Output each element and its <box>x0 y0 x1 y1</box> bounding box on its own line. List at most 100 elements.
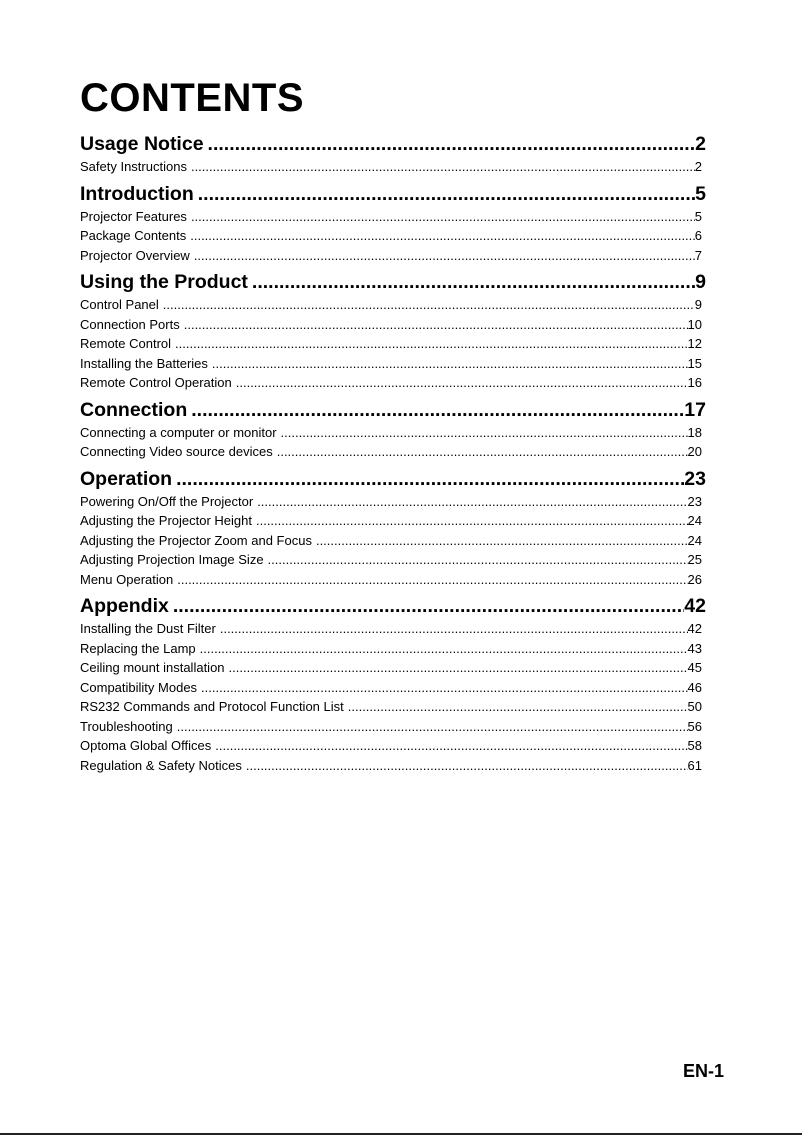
toc-entry-page: 56 <box>687 718 702 734</box>
dot-leader <box>242 756 688 776</box>
toc-entry-label: Safety Instructions <box>80 159 187 174</box>
toc-section[interactable]: Introduction 5 <box>80 181 706 207</box>
toc-entry[interactable]: Control Panel 9 <box>80 295 706 315</box>
toc-entry[interactable]: Adjusting Projection Image Size 25 <box>80 550 706 570</box>
dot-leader <box>264 550 688 570</box>
toc-entry[interactable]: Connection Ports 10 <box>80 315 706 335</box>
toc-entry-label: Installing the Dust Filter <box>80 621 216 636</box>
toc-entry-label: RS232 Commands and Protocol Function Lis… <box>80 699 344 714</box>
dot-leader <box>344 697 688 717</box>
dot-leader <box>173 717 688 737</box>
toc-entry-page: 2 <box>694 159 702 174</box>
toc-entry[interactable]: Installing the Dust Filter 42 <box>80 619 706 639</box>
toc-entry[interactable]: Ceiling mount installation 45 <box>80 658 706 678</box>
page-number: EN-1 <box>682 1061 724 1081</box>
toc-entry[interactable]: Projector Overview 7 <box>80 246 706 266</box>
toc-entry-label: Installing the Batteries <box>80 355 208 371</box>
toc-entry[interactable]: Remote Control Operation 16 <box>80 373 706 393</box>
toc-entry[interactable]: RS232 Commands and Protocol Function Lis… <box>80 697 706 717</box>
dot-leader <box>273 442 688 462</box>
dot-leader <box>187 397 684 423</box>
dot-leader <box>190 246 695 266</box>
toc-entry[interactable]: Troubleshooting 56 <box>80 717 706 737</box>
toc-entry[interactable]: Menu Operation 26 <box>80 570 706 590</box>
toc-entry-page: 9 <box>694 297 702 312</box>
toc-entry-label: Control Panel <box>80 297 159 312</box>
toc-section-page: 2 <box>695 133 706 155</box>
toc-entry[interactable]: Adjusting the Projector Height 24 <box>80 511 706 531</box>
toc-entry-page: 61 <box>687 757 702 773</box>
toc-entry-label: Remote Control <box>80 336 172 351</box>
dot-leader <box>187 157 695 177</box>
toc-entry-page: 12 <box>687 336 702 351</box>
toc-entry[interactable]: Optoma Global Offices 58 <box>80 736 706 756</box>
dot-leader <box>204 131 696 157</box>
toc-entry-label: Adjusting the Projector Height <box>80 513 252 528</box>
toc-entry-page: 18 <box>687 424 702 440</box>
dot-leader <box>253 492 687 512</box>
dot-leader <box>211 736 687 756</box>
toc-entry-page: 10 <box>687 316 702 332</box>
dot-leader <box>172 466 684 492</box>
toc-entry[interactable]: Connecting Video source devices 20 <box>80 442 706 462</box>
toc-entry-page: 6 <box>694 228 702 243</box>
toc-entry[interactable]: Package Contents 6 <box>80 226 706 246</box>
dot-leader <box>277 423 688 443</box>
toc-entry[interactable]: Replacing the Lamp 43 <box>80 639 706 659</box>
toc-section[interactable]: Using the Product 9 <box>80 269 706 295</box>
toc-entry[interactable]: Adjusting the Projector Zoom and Focus 24 <box>80 531 706 551</box>
dot-leader <box>216 619 688 639</box>
toc-entry-label: Powering On/Off the Projector <box>80 493 254 509</box>
table-of-contents: Usage Notice 2 Safety Instructions 2 Introdu… <box>80 131 706 775</box>
bottom-rule <box>0 1133 802 1135</box>
toc-entry-page: 16 <box>687 375 702 390</box>
toc-entry-label: Projector Overview <box>80 247 190 263</box>
dot-leader <box>196 639 688 659</box>
toc-section-page: 9 <box>695 271 706 293</box>
toc-entry[interactable]: Safety Instructions 2 <box>80 157 706 177</box>
dot-leader <box>208 354 688 374</box>
toc-section[interactable]: Operation 23 <box>80 466 706 492</box>
toc-section-label: Appendix <box>80 595 169 617</box>
toc-entry[interactable]: Projector Features 5 <box>80 207 706 227</box>
toc-entry-page: 45 <box>687 660 702 675</box>
dot-leader <box>159 295 695 315</box>
toc-entry-label: Compatibility Modes <box>80 679 198 695</box>
toc-entry[interactable]: Regulation & Safety Notices 61 <box>80 756 706 776</box>
toc-section-label: Usage Notice <box>80 133 204 155</box>
dot-leader <box>180 315 688 335</box>
toc-entry-page: 20 <box>687 444 702 459</box>
toc-entry[interactable]: Powering On/Off the Projector 23 <box>80 492 706 512</box>
toc-entry-page: 42 <box>687 621 702 636</box>
toc-entry-page: 7 <box>694 247 702 263</box>
toc-section[interactable]: Appendix 42 <box>80 593 706 619</box>
dot-leader <box>248 269 695 295</box>
toc-entry-label: Package Contents <box>80 228 187 243</box>
toc-section[interactable]: Usage Notice 2 <box>80 131 706 157</box>
toc-entry-label: Regulation & Safety Notices <box>80 757 242 773</box>
toc-entry-page: 24 <box>687 532 702 548</box>
toc-section[interactable]: Connection 17 <box>80 397 706 423</box>
toc-entry-page: 43 <box>687 640 702 656</box>
page-title: CONTENTS <box>80 76 304 120</box>
toc-entry-page: 46 <box>687 679 702 695</box>
dot-leader <box>312 531 688 551</box>
toc-entry-label: Menu Operation <box>80 571 174 587</box>
toc-entry-page: 50 <box>687 699 702 714</box>
toc-entry[interactable]: Remote Control 12 <box>80 334 706 354</box>
toc-entry-label: Connection Ports <box>80 316 180 332</box>
toc-entry-page: 25 <box>687 552 702 567</box>
toc-section-label: Operation <box>80 467 173 490</box>
toc-entry-label: Connecting a computer or monitor <box>80 424 277 440</box>
toc-section-page: 5 <box>695 182 706 205</box>
dot-leader <box>186 226 695 246</box>
toc-entry[interactable]: Compatibility Modes 46 <box>80 678 706 698</box>
toc-entry-page: 23 <box>687 493 702 509</box>
toc-entry[interactable]: Connecting a computer or monitor 18 <box>80 423 706 443</box>
dot-leader <box>169 593 684 619</box>
toc-entry-label: Ceiling mount installation <box>80 660 225 675</box>
toc-entry-label: Adjusting Projection Image Size <box>80 552 264 567</box>
toc-entry[interactable]: Installing the Batteries 15 <box>80 354 706 374</box>
toc-entry-label: Connecting Video source devices <box>80 444 273 459</box>
dot-leader <box>225 658 688 678</box>
